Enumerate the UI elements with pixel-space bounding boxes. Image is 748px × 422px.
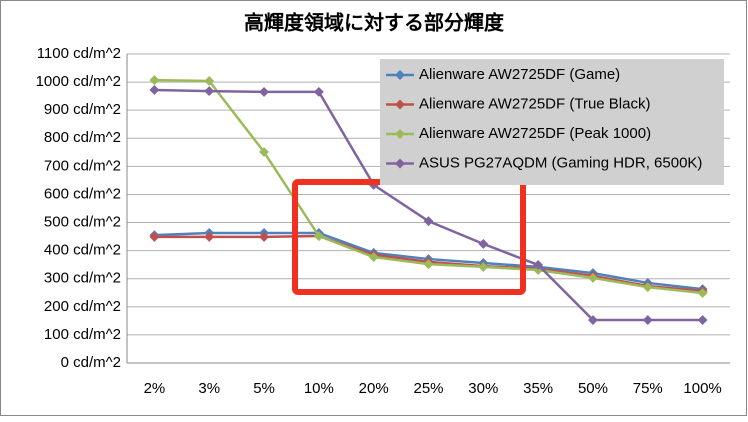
marker <box>478 238 489 249</box>
x-tick-label: 50% <box>578 380 608 397</box>
legend-marker <box>395 129 405 139</box>
marker <box>204 231 215 242</box>
y-tick-label: 200 cd/m^2 <box>44 298 121 315</box>
grid: 0 cd/m^2 100 cd/m^2 200 cd/m^2 300 cd/m^2 40… <box>36 45 730 397</box>
marker <box>259 231 269 242</box>
legend-label: ASUS PG27AQDM (Gaming HDR, 6500K) <box>419 154 702 171</box>
x-tick-label: 35% <box>523 380 553 397</box>
marker <box>533 260 544 270</box>
marker <box>204 76 215 86</box>
marker <box>149 231 160 242</box>
legend <box>380 59 724 185</box>
x-tick-label: 2% <box>144 380 166 397</box>
y-tick-label: 700 cd/m^2 <box>44 157 121 174</box>
y-tick-label: 1100 cd/m^2 <box>37 45 121 62</box>
y-tick-label: 1000 cd/m^2 <box>36 73 121 90</box>
legend-marker <box>395 158 405 169</box>
x-tick-label: 30% <box>468 380 498 397</box>
legend-label: Alienware AW2725DF (Game) <box>419 66 620 83</box>
marker <box>478 261 489 272</box>
marker <box>259 147 269 157</box>
y-tick-label: 300 cd/m^2 <box>44 270 121 287</box>
y-tick-label: 900 cd/m^2 <box>44 101 121 118</box>
y-tick-label: 0 cd/m^2 <box>61 354 121 371</box>
marker <box>368 252 379 263</box>
marker <box>642 315 653 325</box>
legend-label: Alienware AW2725DF (Peak 1000) <box>419 125 651 142</box>
x-tick-label: 25% <box>413 380 443 397</box>
x-tick-label: 75% <box>633 380 663 397</box>
marker <box>588 315 598 325</box>
legend-label: Alienware AW2725DF (True Black) <box>419 95 650 112</box>
marker <box>313 231 324 241</box>
marker <box>149 85 160 95</box>
y-tick-label: 600 cd/m^2 <box>44 185 121 202</box>
y-tick-label: 500 cd/m^2 <box>44 214 121 231</box>
x-tick-label: 20% <box>359 380 389 397</box>
x-tick-label: 5% <box>253 380 275 397</box>
y-tick-label: 100 cd/m^2 <box>44 326 121 343</box>
x-tick-label: 3% <box>198 380 220 397</box>
y-tick-label: 800 cd/m^2 <box>44 129 121 146</box>
chart-title: 高輝度領域に対する部分輝度 <box>244 10 505 34</box>
marker <box>423 216 434 227</box>
y-tick-label: 400 cd/m^2 <box>44 242 121 259</box>
marker <box>149 75 160 86</box>
marker <box>697 288 708 299</box>
marker <box>423 259 434 270</box>
x-tick-label: 10% <box>304 380 334 397</box>
x-tick-label: 100% <box>683 380 721 397</box>
marker <box>697 315 708 325</box>
marker <box>642 282 653 293</box>
marker <box>588 272 598 283</box>
legend-items: Alienware AW2725DF (Game) Alienware AW272… <box>386 66 702 171</box>
marker <box>204 86 215 97</box>
